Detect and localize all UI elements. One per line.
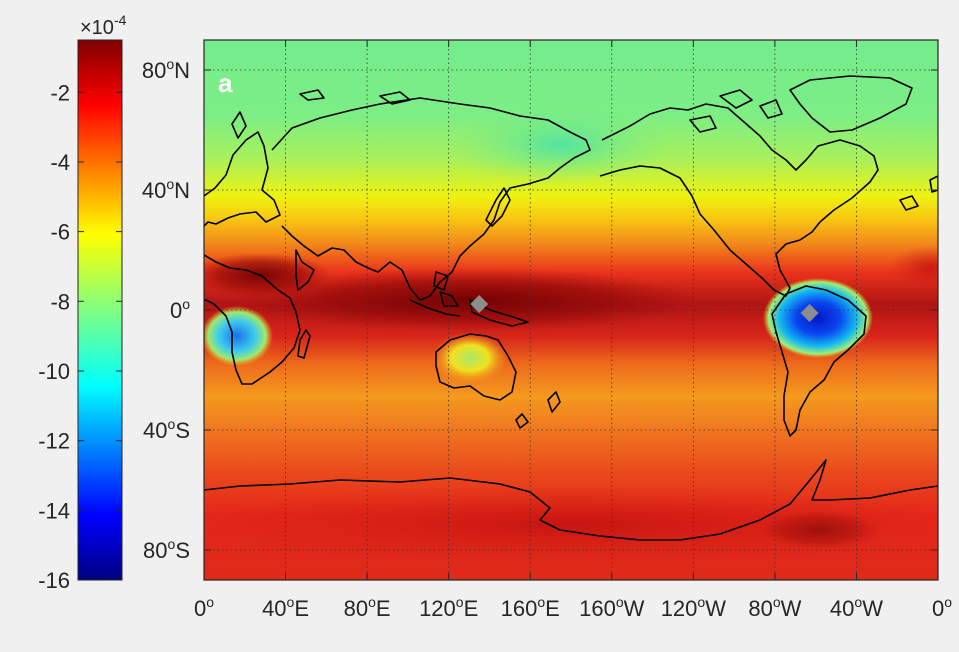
latitude-ticks: 80oN 40oN 0o 40oS 80oS xyxy=(142,56,938,563)
coast-arctic-islands xyxy=(689,89,783,133)
southern-ocean-band xyxy=(204,485,938,565)
coast-europe-africa xyxy=(204,131,315,385)
lon-tick-label: 160oW xyxy=(579,594,645,621)
map-field xyxy=(204,40,938,580)
colorbar-tick-label: -14 xyxy=(38,498,70,523)
coast-indonesia xyxy=(409,271,529,327)
map-markers xyxy=(470,295,819,322)
lat-tick-label: 40oS xyxy=(143,416,190,443)
lat-tick-label: 0o xyxy=(170,296,190,323)
coast-asia xyxy=(271,97,591,301)
lon-tick-label: 40oW xyxy=(830,594,883,621)
australia-anomaly xyxy=(432,332,508,384)
coast-japan xyxy=(485,187,511,227)
lon-tick-label: 80oE xyxy=(344,594,391,621)
coast-antarctica xyxy=(204,459,938,541)
lon-tick-label: 120oW xyxy=(661,594,727,621)
coast-greenland xyxy=(789,75,913,133)
coast-north-america xyxy=(599,103,879,297)
colorbar-exponent: ×10-4 xyxy=(80,12,127,39)
colorbar-exponent-base: ×10 xyxy=(80,17,114,39)
coast-uk xyxy=(231,111,247,139)
atlantic-red-tongue xyxy=(890,246,938,290)
coast-new-zealand xyxy=(547,391,561,413)
lat-tick-label: 40oN xyxy=(142,176,190,203)
lat-tick-label: 80oS xyxy=(143,536,190,563)
colorbar-tick-label: -6 xyxy=(50,220,70,245)
lon-tick-label: 120oE xyxy=(419,594,478,621)
coast-svalbard xyxy=(299,89,411,105)
map-panel: 80oN 40oN 0o 40oS 80oS 0o 40oE 80oE 120oE 160oE 1… xyxy=(142,39,952,621)
lon-tick-label: 0o xyxy=(194,594,214,621)
southern-africa-anomaly xyxy=(204,306,273,366)
coast-madagascar xyxy=(297,329,311,359)
lon-tick-label: 80oW xyxy=(748,594,801,621)
colorbar-tick-label: -12 xyxy=(38,429,70,454)
coast-australia xyxy=(435,333,529,429)
colorbar-exponent-power: -4 xyxy=(114,12,127,28)
colorbar-tick-label: -10 xyxy=(38,359,70,384)
coast-south-america xyxy=(771,285,867,437)
lon-tick-label: 40oE xyxy=(262,594,309,621)
western-pacific-marker xyxy=(470,295,489,313)
lat-tick-label: 80oN xyxy=(142,56,190,83)
colorbar-tick-label: -2 xyxy=(50,80,70,105)
colorbar-bar xyxy=(77,39,123,581)
colorbar-tick-label: -4 xyxy=(50,150,70,175)
panel-label: a xyxy=(218,68,233,98)
colorbar-tick-label: -8 xyxy=(50,289,70,314)
north-pacific-green xyxy=(450,105,670,185)
coastlines xyxy=(204,75,938,541)
coast-caribbean xyxy=(899,175,938,211)
amazon-marker xyxy=(800,304,819,322)
colorbar-tick-label: -16 xyxy=(38,568,70,593)
colorbar: -2-4-6-8-10-12-14-16 ×10-4 xyxy=(38,12,126,593)
lon-tick-label: 0o xyxy=(932,594,952,621)
colorbar-ticks: -2 -4 -6 -8 -10 -12 -14 -16 xyxy=(38,80,122,593)
longitude-ticks: 0o 40oE 80oE 120oE 160oE 160oW 120oW 80oW 40oW 0o xyxy=(194,40,952,621)
africa-core xyxy=(204,253,330,297)
lon-tick-label: 160oE xyxy=(501,594,560,621)
antarctic-dark-spot xyxy=(760,510,880,550)
